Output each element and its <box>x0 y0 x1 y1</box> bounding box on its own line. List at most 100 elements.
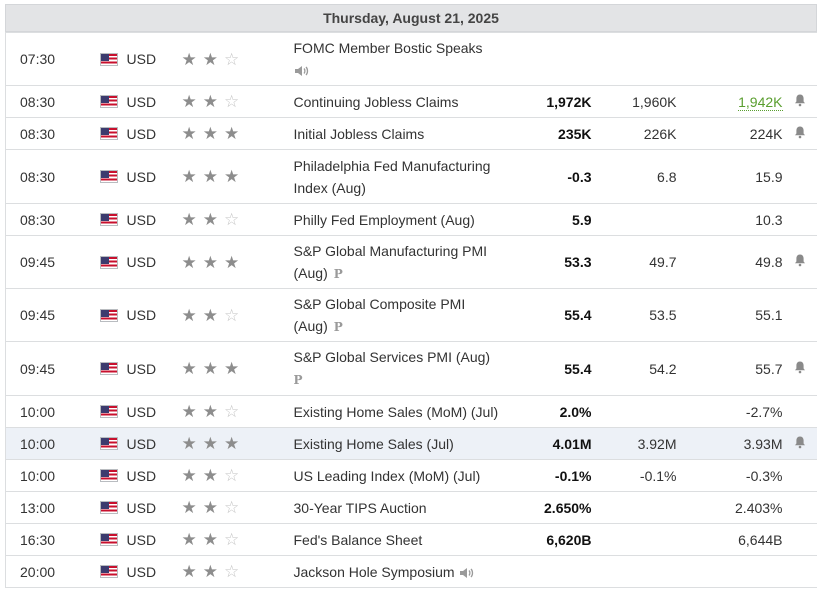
event-time: 08:30 <box>5 149 100 204</box>
event-name-suffix[interactable]: (Aug) <box>293 264 328 281</box>
alert-cell[interactable] <box>782 85 817 118</box>
event-actual: 2.0% <box>521 395 592 428</box>
event-name-cell[interactable]: S&P Global Composite PMI (Aug) P <box>293 288 522 342</box>
event-row[interactable]: 10:00 USD ★ ★ ☆ Existing Home Sales (MoM) (Ju… <box>5 395 817 428</box>
event-name-text[interactable]: Philadelphia Fed Manufacturing <box>293 157 491 174</box>
event-name[interactable]: S&P Global Composite PMI <box>294 293 514 315</box>
event-name-cell[interactable]: S&P Global Manufacturing PMI (Aug) P <box>293 235 522 289</box>
event-name[interactable]: Initial Jobless Claims <box>294 123 514 145</box>
alert-cell <box>782 203 817 236</box>
event-row[interactable]: 08:30 USD ★ ★ ☆ Continuing Jobless Claims 1,97… <box>5 85 817 118</box>
alert-cell[interactable] <box>782 427 817 460</box>
event-row[interactable]: 10:00 USD ★ ★ ☆ US Leading Index (MoM) (Jul) -… <box>5 459 817 492</box>
economic-calendar: Thursday, August 21, 2025 07:30 USD ★ ★ ☆ FOM… <box>5 4 817 588</box>
event-name-text[interactable]: Jackson Hole Symposium <box>293 563 455 580</box>
event-previous-cell: 224K <box>676 117 783 150</box>
us-flag-icon <box>99 95 118 108</box>
event-row[interactable]: 08:30 USD ★ ★ ★ Initial Jobless Claims 235K 226… <box>5 117 817 150</box>
event-name[interactable]: Existing Home Sales (MoM) (Jul) <box>294 401 514 423</box>
event-name-cell[interactable]: Fed's Balance Sheet <box>293 523 522 556</box>
event-name-continued[interactable]: (Aug) P <box>294 262 514 285</box>
event-name-text[interactable]: Initial Jobless Claims <box>293 125 425 142</box>
currency-wrap: USD <box>99 48 182 70</box>
event-name-text[interactable]: S&P Global Services PMI (Aug) <box>293 349 491 365</box>
event-name-text[interactable]: Philly Fed Employment (Aug) <box>293 211 475 228</box>
event-name[interactable]: Fed's Balance Sheet <box>294 529 514 551</box>
event-name[interactable]: Philly Fed Employment (Aug) <box>294 209 514 231</box>
event-name-cell[interactable]: Jackson Hole Symposium <box>293 555 522 588</box>
event-name[interactable]: Jackson Hole Symposium <box>294 561 514 583</box>
event-name-text[interactable]: FOMC Member Bostic Speaks <box>293 40 483 56</box>
event-name-cell[interactable]: FOMC Member Bostic Speaks <box>293 32 522 86</box>
event-previous-cell: 2.403% <box>676 491 783 524</box>
bell-icon[interactable] <box>793 125 807 139</box>
event-name[interactable]: S&P Global Services PMI (Aug) <box>294 346 514 368</box>
alert-cell[interactable] <box>782 341 817 396</box>
event-name-suffix[interactable]: (Aug) <box>293 317 328 334</box>
event-name-text[interactable]: Fed's Balance Sheet <box>293 531 423 548</box>
event-previous: 3.93M <box>743 435 783 452</box>
event-name[interactable]: Philadelphia Fed Manufacturing <box>294 155 514 177</box>
alert-cell <box>782 555 817 588</box>
event-row[interactable]: 09:45 USD ★ ★ ★ S&P Global Services PMI (Aug)… <box>5 341 817 396</box>
event-name-suffix[interactable]: Index (Aug) <box>293 179 366 196</box>
event-name-cell[interactable]: US Leading Index (MoM) (Jul) <box>293 459 522 492</box>
event-name[interactable]: US Leading Index (MoM) (Jul) <box>294 465 514 487</box>
event-row[interactable]: 08:30 USD ★ ★ ☆ Philly Fed Employment (Aug) 5.… <box>5 203 817 236</box>
event-name-cell[interactable]: Existing Home Sales (Jul) <box>293 427 522 460</box>
event-name[interactable]: 30-Year TIPS Auction <box>294 497 514 519</box>
event-name[interactable]: Existing Home Sales (Jul) <box>294 433 514 455</box>
event-name-text[interactable]: Existing Home Sales (MoM) (Jul) <box>293 403 499 420</box>
event-name-cell[interactable]: Continuing Jobless Claims <box>293 85 522 118</box>
importance-cell: ★ ★ ☆ <box>181 395 294 428</box>
event-name-text[interactable]: US Leading Index (MoM) (Jul) <box>293 467 481 484</box>
event-name[interactable]: Continuing Jobless Claims <box>294 91 514 113</box>
star-filled-icon: ★ <box>181 402 197 421</box>
alert-cell[interactable] <box>782 117 817 150</box>
currency-code: USD <box>126 499 157 516</box>
event-forecast <box>591 203 677 236</box>
event-row[interactable]: 07:30 USD ★ ★ ☆ FOMC Member Bostic Speaks <box>5 32 817 86</box>
event-name-text[interactable]: 30-Year TIPS Auction <box>293 499 427 516</box>
bell-icon[interactable] <box>793 253 807 267</box>
event-name-cell[interactable]: Philly Fed Employment (Aug) <box>293 203 522 236</box>
event-currency-cell: USD <box>99 85 182 118</box>
event-name-cell[interactable]: S&P Global Services PMI (Aug) P <box>293 341 522 396</box>
importance-cell: ★ ★ ☆ <box>181 459 294 492</box>
event-name[interactable]: FOMC Member Bostic Speaks <box>294 37 514 59</box>
event-name-cell[interactable]: Initial Jobless Claims <box>293 117 522 150</box>
bell-icon[interactable] <box>793 435 807 449</box>
importance-stars: ★ ★ ☆ <box>182 211 294 228</box>
importance-stars: ★ ★ ☆ <box>182 531 294 548</box>
event-row[interactable]: 13:00 USD ★ ★ ☆ 30-Year TIPS Auction 2.650% 2.4… <box>5 491 817 524</box>
event-name-cell[interactable]: Existing Home Sales (MoM) (Jul) <box>293 395 522 428</box>
event-row[interactable]: 20:00 USD ★ ★ ☆ Jackson Hole Symposium <box>5 555 817 588</box>
star-empty-icon: ☆ <box>224 305 240 325</box>
event-name-text[interactable]: Existing Home Sales (Jul) <box>293 435 454 452</box>
event-row[interactable]: 10:00 USD ★ ★ ★ Existing Home Sales (Jul) 4.01… <box>5 427 817 460</box>
flag-canton <box>100 256 109 264</box>
event-row[interactable]: 08:30 USD ★ ★ ★ Philadelphia Fed Manufacturin… <box>5 149 817 204</box>
event-row[interactable]: 09:45 USD ★ ★ ☆ S&P Global Composite PMI (Aug)… <box>5 288 817 342</box>
flag-canton <box>100 128 109 135</box>
bell-icon[interactable] <box>793 360 807 374</box>
event-currency-cell: USD <box>99 32 182 86</box>
event-name[interactable]: S&P Global Manufacturing PMI <box>294 240 514 262</box>
alert-cell[interactable] <box>782 235 817 289</box>
events-table: 07:30 USD ★ ★ ☆ FOMC Member Bostic Speaks 08:3… <box>5 32 817 588</box>
event-forecast <box>591 523 677 556</box>
event-row[interactable]: 09:45 USD ★ ★ ★ S&P Global Manufacturing PMI(… <box>5 235 817 289</box>
bell-icon[interactable] <box>793 93 807 107</box>
event-name-cell[interactable]: Philadelphia Fed Manufacturing Index (Aug… <box>293 149 522 204</box>
event-name-continued[interactable]: (Aug) P <box>294 315 514 338</box>
event-name-text[interactable]: S&P Global Manufacturing PMI <box>293 242 488 259</box>
event-forecast: 54.2 <box>591 341 677 396</box>
event-name-cell[interactable]: 30-Year TIPS Auction <box>293 491 522 524</box>
event-name-continued[interactable]: Index (Aug) <box>294 177 514 199</box>
event-row[interactable]: 16:30 USD ★ ★ ☆ Fed's Balance Sheet 6,620B 6,64… <box>5 523 817 556</box>
event-name-text[interactable]: S&P Global Composite PMI <box>293 295 466 312</box>
currency-code: USD <box>126 93 157 110</box>
star-filled-icon: ★ <box>181 434 197 453</box>
event-name-text[interactable]: Continuing Jobless Claims <box>293 93 459 110</box>
event-time: 10:00 <box>5 395 100 428</box>
